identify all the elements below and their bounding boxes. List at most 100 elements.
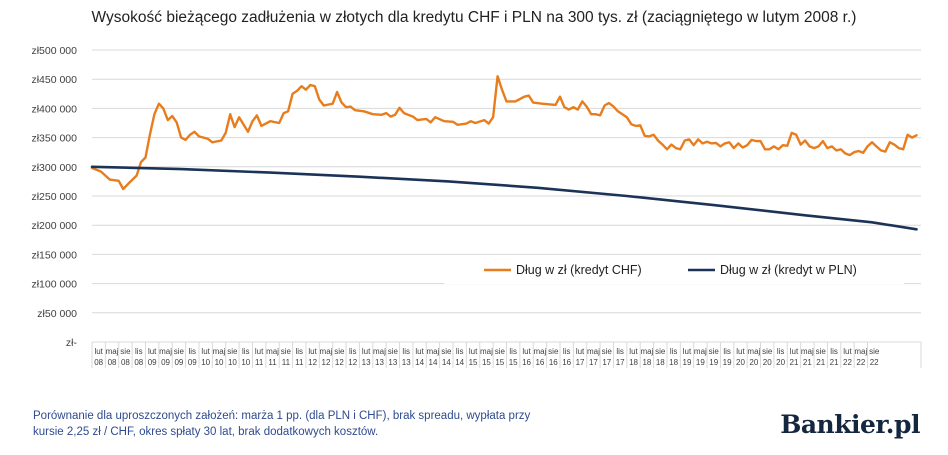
x-tick-label-month: lut [201,347,210,356]
x-tick-label-month: lis [670,347,678,356]
x-tick-label-year: 11 [282,358,291,367]
x-tick-label-month: sie [227,347,238,356]
x-tick-label-year: 21 [803,358,812,367]
x-tick-label-month: lis [189,347,197,356]
x-tick-label-month: lut [790,347,799,356]
x-tick-label-month: sie [602,347,613,356]
x-tick-label-year: 14 [455,358,464,367]
y-tick-label: zł50 000 [37,308,77,320]
x-tick-label-year: 16 [549,358,558,367]
x-tick-label-year: 14 [442,358,451,367]
x-tick-label-year: 20 [763,358,772,367]
x-tick-label-year: 20 [749,358,758,367]
x-tick-label-year: 09 [174,358,183,367]
legend-label-chf[interactable]: Dług w zł (kredyt CHF) [516,263,642,277]
x-tick-label-year: 11 [268,358,277,367]
y-tick-label: zł450 000 [31,74,77,86]
y-tick-label: zł- [66,337,78,349]
x-tick-label-year: 19 [723,358,732,367]
x-tick-label-month: maj [213,347,226,356]
legend-label-pln[interactable]: Dług w zł (kredyt w PLN) [720,263,857,277]
y-tick-label: zł300 000 [31,162,77,174]
x-tick-label-year: 12 [322,358,331,367]
x-tick-label-month: lis [135,347,143,356]
x-tick-label-year: 10 [241,358,250,367]
y-tick-label: zł400 000 [31,103,77,115]
x-tick-label-month: lut [308,347,317,356]
line-chart: zł500 000 zł450 000 zł400 000 zł350 000 zł30… [31,45,922,368]
x-tick-label-month: lut [629,347,638,356]
x-tick-label-month: lut [576,347,585,356]
x-tick-label-year: 19 [696,358,705,367]
x-tick-label-month: maj [159,347,172,356]
x-tick-label-month: lut [94,347,103,356]
x-tick-label-year: 09 [148,358,157,367]
gridlines [92,49,921,343]
x-tick-label-month: sie [281,347,292,356]
x-tick-label-year: 09 [161,358,170,367]
x-tick-label-month: sie [869,347,880,356]
x-tick-label-month: lut [522,347,531,356]
x-tick-label-year: 18 [642,358,651,367]
x-tick-label-month: maj [480,347,493,356]
x-tick-label-year: 08 [108,358,117,367]
x-tick-label-year: 18 [629,358,638,367]
x-tick-label-month: maj [427,347,440,356]
x-tick-label-month: lis [509,347,517,356]
x-tick-label-year: 17 [616,358,625,367]
x-tick-label-year: 16 [562,358,571,367]
x-tick-label-month: lut [148,347,157,356]
x-tick-label-month: sie [655,347,666,356]
x-tick-label-year: 15 [482,358,491,367]
x-tick-label-year: 09 [188,358,197,367]
x-tick-label-month: maj [373,347,386,356]
x-tick-label-month: lut [683,347,692,356]
x-tick-label-year: 11 [295,358,304,367]
x-tick-label-month: sie [334,347,345,356]
x-tick-label-year: 10 [201,358,210,367]
x-tick-label-month: maj [533,347,546,356]
x-tick-label-month: lis [777,347,785,356]
chart-title: Wysokość bieżącego zadłużenia w złotych … [91,9,857,26]
x-tick-label-month: sie [816,347,827,356]
x-tick-label-year: 21 [790,358,799,367]
x-tick-label-month: maj [801,347,814,356]
x-tick-label-month: lis [295,347,303,356]
x-tick-label-month: sie [762,347,773,356]
x-tick-label-month: lis [723,347,731,356]
x-tick-label-month: sie [174,347,185,356]
x-tick-label-month: lut [362,347,371,356]
x-tick-label-year: 22 [870,358,879,367]
x-tick-label-month: lut [415,347,424,356]
x-tick-label-month: lis [616,347,624,356]
y-tick-label: zł500 000 [31,45,77,57]
x-tick-label-year: 17 [602,358,611,367]
x-tick-label-month: maj [747,347,760,356]
x-tick-label-year: 17 [576,358,585,367]
y-tick-label: zł350 000 [31,133,77,145]
x-tick-label-year: 17 [589,358,598,367]
series-layer [90,75,918,231]
x-tick-label-year: 18 [656,358,665,367]
x-tick-label-month: maj [694,347,707,356]
x-tick-label-month: maj [587,347,600,356]
x-tick-label-year: 19 [709,358,718,367]
x-tick-label-year: 22 [856,358,865,367]
x-tick-label-month: maj [106,347,119,356]
x-tick-label-year: 20 [776,358,785,367]
x-tick-label-month: lis [242,347,250,356]
x-tick-label-year: 13 [388,358,397,367]
x-tick-label-year: 21 [816,358,825,367]
x-tick-label-month: lis [456,347,464,356]
x-tick-label-year: 15 [509,358,518,367]
x-tick-label-year: 12 [335,358,344,367]
x-tick-label-year: 12 [308,358,317,367]
x-tick-label-month: lis [830,347,838,356]
x-tick-label-year: 19 [683,358,692,367]
x-tick-label-month: sie [441,347,452,356]
series-line-chf [90,75,918,191]
legend[interactable]: Dług w zł (kredyt CHF) Dług w zł (kredyt … [484,263,857,277]
x-tick-label-year: 22 [843,358,852,367]
x-tick-label-month: sie [495,347,506,356]
x-tick-label-year: 08 [121,358,130,367]
